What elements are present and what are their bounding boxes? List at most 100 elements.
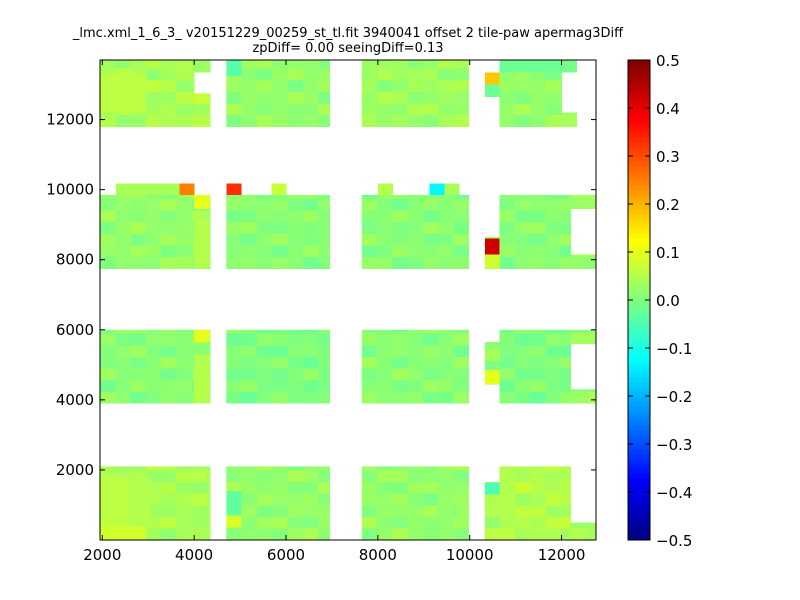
heatmap-cell — [318, 333, 330, 346]
heatmap-cell — [422, 79, 439, 92]
heatmap-cell — [115, 198, 131, 211]
heatmap-cell — [176, 380, 193, 392]
heatmap-cell — [302, 493, 319, 506]
colorbar-tick-label: −0.5 — [656, 532, 692, 550]
heatmap-cell — [560, 504, 572, 517]
colorbar-segment — [628, 487, 650, 493]
heatmap-cell — [302, 516, 319, 529]
heatmap-cell — [499, 493, 516, 506]
heatmap-cell — [226, 91, 242, 104]
heatmap-cell — [115, 368, 131, 381]
heatmap-cell — [318, 368, 330, 381]
heatmap-cell — [407, 528, 424, 541]
heatmap-cell — [438, 466, 454, 471]
heatmap-cell — [545, 79, 562, 92]
heatmap-cell — [514, 493, 531, 506]
colorbar-segment — [628, 520, 650, 527]
heatmap-cell — [560, 528, 572, 541]
heatmap-cell — [302, 333, 319, 346]
heatmap-cell — [272, 345, 288, 357]
heatmap-cell — [438, 391, 454, 404]
colorbar-segment — [628, 338, 650, 344]
heatmap-cell — [145, 198, 162, 211]
heatmap-cell — [194, 354, 211, 404]
heatmap-cell — [302, 256, 319, 269]
heatmap-cell — [115, 194, 131, 199]
heatmap-cell — [161, 329, 177, 334]
heatmap-cell — [361, 60, 378, 69]
heatmap-cell — [207, 516, 211, 529]
heatmap-cell — [226, 368, 242, 381]
heatmap-cell — [438, 221, 454, 234]
heatmap-cell — [530, 368, 546, 381]
heatmap-cell — [560, 329, 572, 334]
colorbar-segment — [628, 376, 650, 383]
heatmap-cell — [176, 256, 193, 269]
heatmap-cell — [130, 466, 147, 471]
heatmap-cell — [530, 103, 546, 116]
heatmap-cell — [407, 233, 424, 246]
colorbar-segment — [628, 381, 650, 387]
heatmap-cell — [392, 469, 408, 482]
heatmap-cell — [484, 482, 500, 495]
colorbar-segment — [628, 535, 650, 541]
heatmap-cell — [115, 466, 131, 471]
heatmap-cell — [226, 466, 242, 471]
heatmap-cell — [361, 103, 378, 116]
heatmap-cell — [287, 380, 304, 392]
heatmap-cell — [484, 528, 500, 541]
colorbar-segment — [628, 237, 650, 243]
heatmap-cell — [570, 254, 587, 258]
heatmap-cell — [422, 329, 439, 334]
colorbar-segment — [628, 372, 650, 378]
heatmap-cell — [194, 527, 211, 540]
colorbar-segment — [628, 189, 650, 195]
heatmap-cell — [161, 233, 177, 246]
heatmap-cell — [207, 481, 211, 494]
heatmap-cell — [176, 329, 193, 334]
heatmap-cell — [115, 333, 131, 346]
heatmap-cell — [361, 91, 378, 104]
heatmap-cell — [145, 380, 162, 392]
heatmap-cell — [499, 198, 516, 211]
heatmap-cell — [545, 329, 562, 334]
heatmap-cell — [438, 329, 454, 334]
heatmap-cell — [241, 391, 258, 404]
colorbar-tick-label: 0.5 — [656, 52, 680, 70]
heatmap-cell — [530, 221, 546, 234]
heatmap-cell — [514, 391, 531, 404]
heatmap-cell — [361, 198, 378, 211]
heatmap-cell — [145, 221, 162, 234]
heatmap-cell — [272, 194, 288, 199]
heatmap-cell — [407, 68, 424, 81]
heatmap-cell — [586, 391, 597, 404]
heatmap-cell — [207, 345, 211, 357]
heatmap-cell — [100, 256, 116, 269]
heatmap-cell — [560, 68, 562, 81]
heatmap-cell — [241, 466, 258, 471]
heatmap-cell — [453, 233, 470, 246]
colorbar-segment — [628, 477, 650, 483]
heatmap-cell — [530, 493, 546, 506]
heatmap-cell — [422, 256, 439, 269]
heatmap-cell — [514, 466, 531, 471]
colorbar-segment — [628, 496, 650, 503]
colorbar-segment — [628, 453, 650, 459]
heatmap-cell — [226, 198, 242, 211]
heatmap-cell — [176, 345, 193, 357]
heatmap-cell — [499, 380, 516, 392]
heatmap-cell — [302, 91, 319, 104]
heatmap-cell — [100, 466, 116, 471]
heatmap-cell — [484, 504, 500, 517]
heatmap-cell — [422, 221, 439, 234]
heatmap-cell — [530, 256, 546, 269]
heatmap-cell — [438, 481, 454, 494]
heatmap-cell — [318, 245, 330, 258]
heatmap-cell — [318, 469, 330, 482]
heatmap-cell — [377, 210, 393, 223]
heatmap-cell — [226, 345, 242, 357]
heatmap-cell — [392, 79, 408, 92]
colorbar-tick-label: 0.4 — [656, 100, 680, 118]
heatmap-cell — [377, 356, 393, 369]
heatmap-cell — [377, 68, 393, 81]
